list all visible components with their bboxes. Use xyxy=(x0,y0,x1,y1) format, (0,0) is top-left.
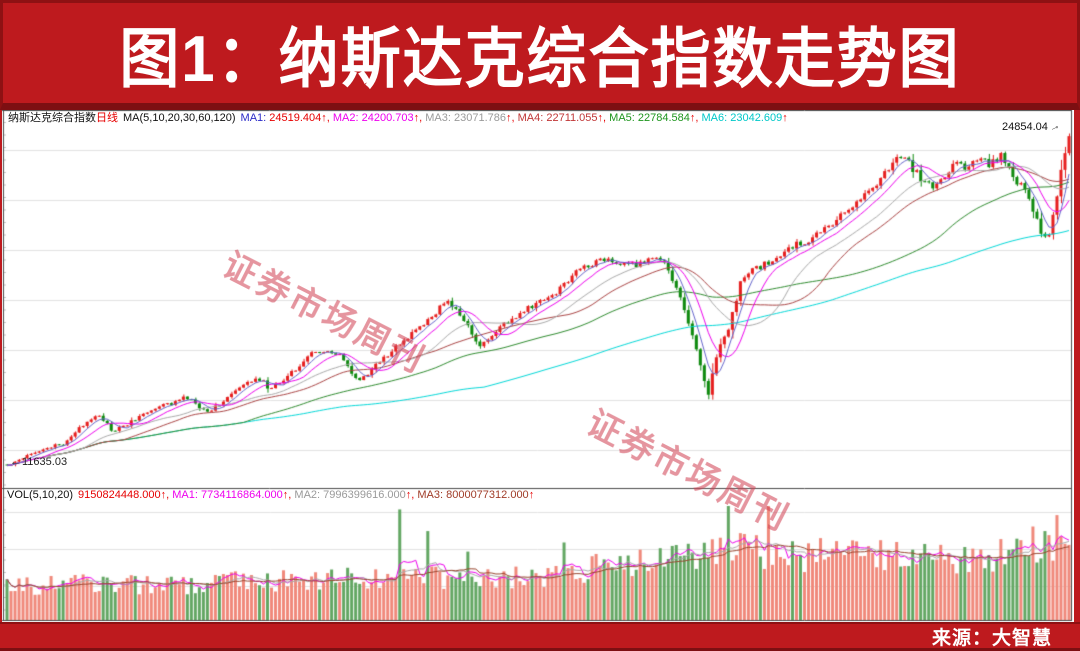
ma-up-arrow-icon: ↑, xyxy=(597,112,610,124)
ma-value: 24200.703 xyxy=(361,112,414,124)
vol-ma-label: MA2: xyxy=(294,489,324,501)
vol-ma-value: 7996399616.000 xyxy=(323,489,406,501)
ma-up-arrow-icon: ↑, xyxy=(689,112,702,124)
ma-label: MA2: xyxy=(332,112,362,124)
vol-ma-values: MA1: 7734116864.000↑, MA2: 7996399616.00… xyxy=(172,489,534,501)
ma-label: MA3: xyxy=(425,112,454,124)
ma-label: MA5: xyxy=(609,112,638,124)
vol-up-arrow-icon: ↑, xyxy=(160,489,173,501)
ma-value: 22784.584 xyxy=(637,112,690,124)
top-banner: 图1：纳斯达克综合指数走势图 xyxy=(0,0,1080,110)
ma-up-arrow-icon: ↑ xyxy=(782,112,788,124)
chart-panel xyxy=(0,110,1080,622)
last-price-label: 24854.04→ xyxy=(1002,119,1062,135)
ma-up-arrow-icon: ↑, xyxy=(505,112,518,124)
vol-ma-up-arrow-icon: ↑ xyxy=(528,489,535,501)
ma-values: MA1: 24519.404↑, MA2: 24200.703↑, MA3: 2… xyxy=(241,112,788,124)
ma-value: 23042.609 xyxy=(730,112,783,124)
vol-ma-value: 8000077312.000 xyxy=(446,489,529,501)
ma-up-arrow-icon: ↑, xyxy=(413,112,426,124)
price-volume-chart-canvas xyxy=(0,110,1080,622)
ma-up-arrow-icon: ↑, xyxy=(321,112,333,124)
vol-spec: VOL(5,10,20) xyxy=(7,489,74,501)
vol-current-value: 9150824448.000↑, xyxy=(78,489,172,501)
last-price-value: 24854.04 xyxy=(1002,121,1048,133)
left-red-border xyxy=(0,110,2,622)
arrow-to-last-candle-icon: → xyxy=(1046,119,1062,135)
ma-value: 24519.404 xyxy=(269,112,322,124)
ma-value: 23071.786 xyxy=(453,112,506,124)
ma-label: MA6: xyxy=(701,112,731,124)
footer-bar: 来源：大智慧 xyxy=(0,622,1080,651)
source-label: 来源：大智慧 xyxy=(931,627,1052,649)
ma-spec: MA(5,10,20,30,60,120) xyxy=(123,112,236,124)
chart-header-line: 纳斯达克综合指数日线 MA(5,10,20,30,60,120) MA1: 2451… xyxy=(8,112,788,125)
vol-ma-value: 7734116864.000 xyxy=(201,489,283,501)
vol-ma-label: MA1: xyxy=(172,489,201,501)
low-price-value: 11635.03 xyxy=(22,456,68,468)
ma-value: 22711.055 xyxy=(546,112,598,124)
ma-label: MA1: xyxy=(240,112,270,124)
vol-current-number: 9150824448.000 xyxy=(78,489,161,501)
vol-ma-up-arrow-icon: ↑, xyxy=(405,489,418,501)
arrow-to-low-candle-icon: ← xyxy=(10,456,21,468)
vol-ma-up-arrow-icon: ↑, xyxy=(282,489,295,501)
volume-header-line: VOL(5,10,20) 9150824448.000↑, MA1: 773411… xyxy=(7,489,534,502)
figure-title: 图1：纳斯达克综合指数走势图 xyxy=(119,22,961,95)
vol-ma-label: MA3: xyxy=(417,489,447,501)
right-red-border xyxy=(1074,110,1080,622)
index-name: 纳斯达克综合指数 xyxy=(8,112,96,124)
period-label: 日线 xyxy=(96,112,118,124)
ma-label: MA4: xyxy=(517,112,547,124)
low-price-label: ←11635.03 xyxy=(10,456,67,468)
